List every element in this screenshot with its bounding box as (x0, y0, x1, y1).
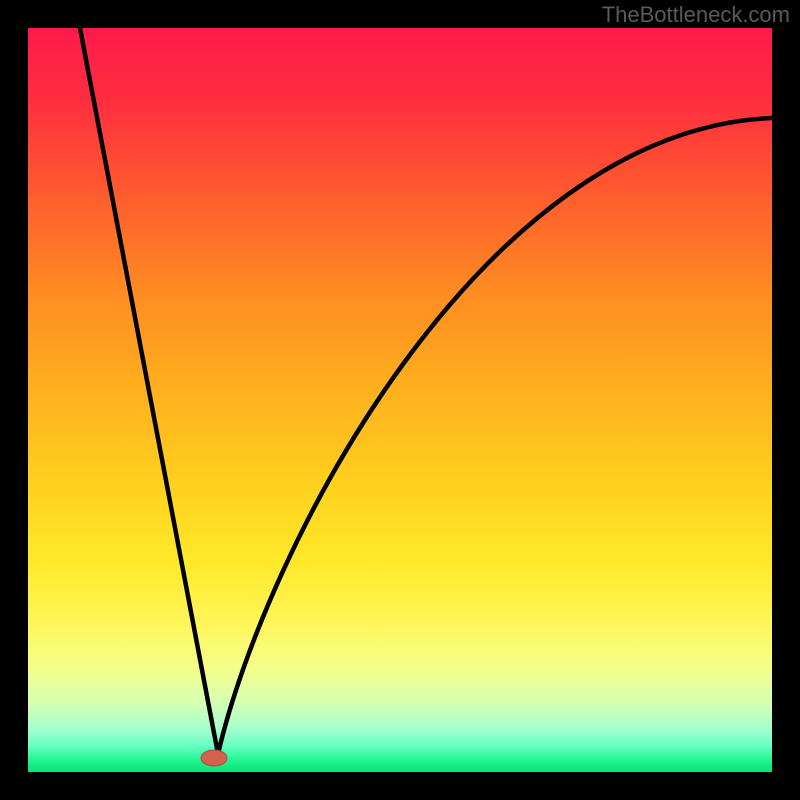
optimal-point-marker (201, 750, 227, 766)
bottleneck-chart (0, 0, 800, 800)
plot-background (28, 28, 772, 772)
chart-frame: TheBottleneck.com (0, 0, 800, 800)
watermark-text: TheBottleneck.com (602, 2, 790, 28)
